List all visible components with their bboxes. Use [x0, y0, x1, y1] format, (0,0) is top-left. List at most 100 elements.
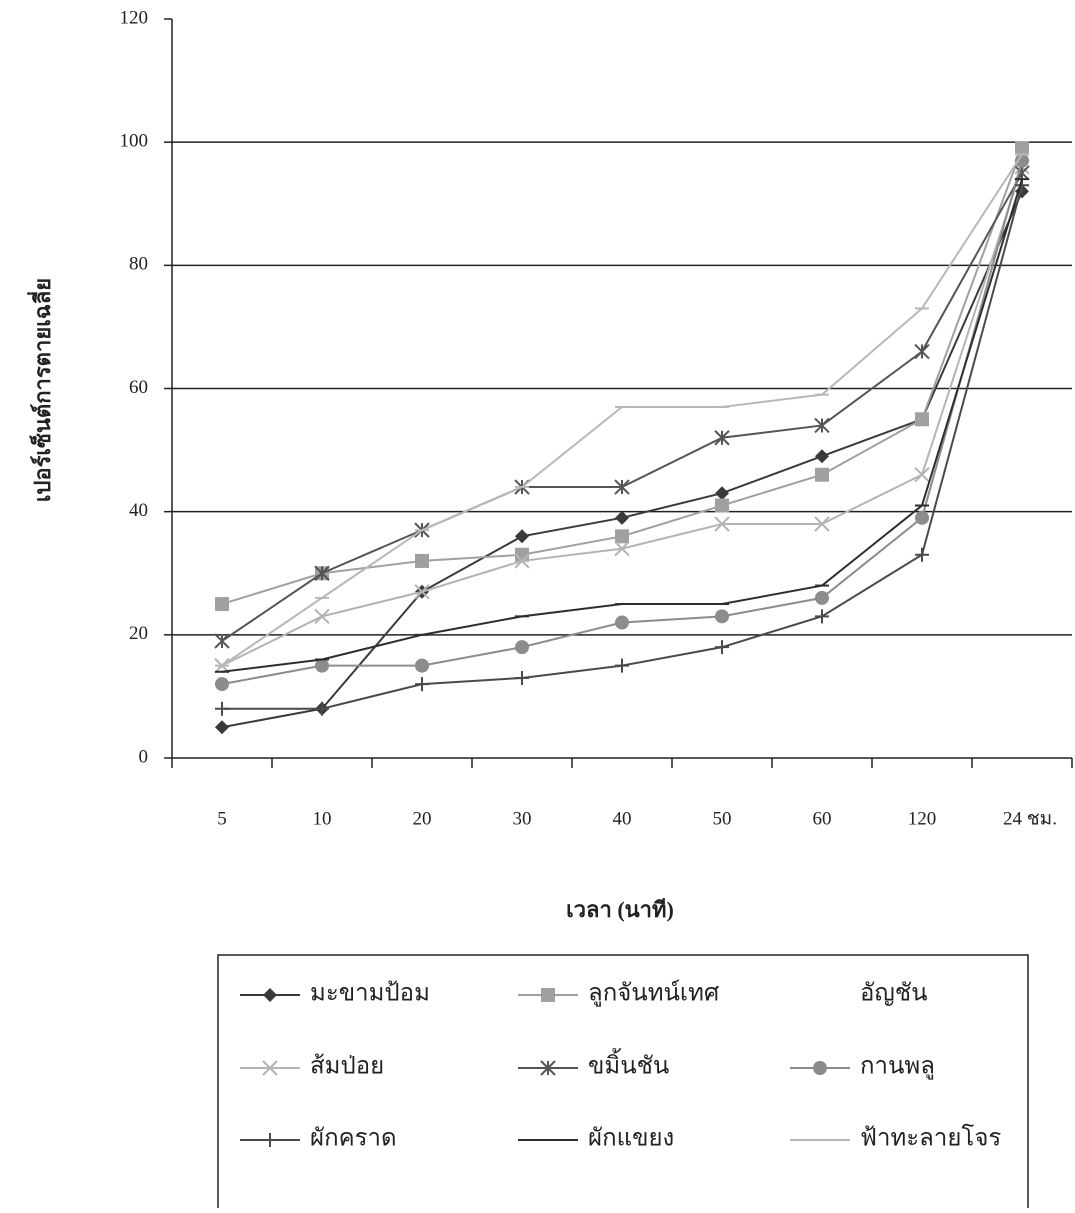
- marker-shape: [415, 554, 429, 568]
- legend-label: มะขามป้อม: [310, 981, 430, 1007]
- marker: [215, 702, 229, 716]
- legend-label: ผักคราด: [310, 1126, 397, 1152]
- marker-shape: [215, 597, 229, 611]
- marker: [813, 1061, 827, 1075]
- marker-shape: [815, 449, 829, 463]
- marker: [415, 677, 429, 691]
- marker: [915, 468, 929, 482]
- legend-label: ขมิ้นชัน: [588, 1048, 669, 1080]
- marker-shape: [815, 609, 829, 623]
- x-tick-label: 120: [908, 808, 937, 829]
- x-tick-label: 24 ชม.: [1003, 808, 1057, 829]
- marker-shape: [541, 988, 555, 1002]
- marker-shape: [715, 486, 729, 500]
- marker: [815, 449, 829, 463]
- marker: [815, 609, 829, 623]
- marker: [215, 677, 229, 691]
- marker-shape: [215, 720, 229, 734]
- legend-label: ลูกจันทน์เทศ: [588, 979, 719, 1008]
- marker: [715, 609, 729, 623]
- marker: [615, 659, 629, 673]
- marker-shape: [915, 511, 929, 525]
- marker: [715, 486, 729, 500]
- y-tick-label: 20: [129, 623, 148, 644]
- marker: [263, 1133, 277, 1147]
- x-tick-label: 20: [413, 808, 432, 829]
- marker-shape: [615, 511, 629, 525]
- marker: [915, 548, 929, 562]
- marker-shape: [215, 702, 229, 716]
- marker-shape: [915, 412, 929, 426]
- x-tick-label: 10: [313, 808, 332, 829]
- legend-label: ฟ้าทะลายโจร: [860, 1124, 1001, 1152]
- legend-label: อัญชัน: [860, 981, 928, 1007]
- marker-shape: [615, 529, 629, 543]
- marker: [415, 659, 429, 673]
- marker: [815, 468, 829, 482]
- marker-shape: [715, 499, 729, 513]
- series-line: [222, 179, 1022, 672]
- chart: เวลา (นาที) เปอร์เซ็นต์การตายเฉลี่ย 0 20 4…: [0, 0, 1075, 1208]
- y-tick-label: 40: [129, 500, 148, 521]
- marker-shape: [415, 677, 429, 691]
- marker: [215, 720, 229, 734]
- marker-shape: [315, 609, 329, 623]
- marker: [915, 345, 929, 359]
- x-tick-label: 40: [613, 808, 632, 829]
- series-line: [222, 167, 1022, 666]
- marker-shape: [615, 616, 629, 630]
- marker-shape: [263, 1133, 277, 1147]
- legend-label: ผักแขยง: [588, 1126, 674, 1152]
- marker: [615, 616, 629, 630]
- y-tick-label: 80: [129, 254, 148, 275]
- marker-shape: [515, 529, 529, 543]
- legend-label: กานพลู: [860, 1054, 935, 1081]
- series-line: [222, 161, 1022, 684]
- series-line: [222, 185, 1022, 708]
- marker-shape: [815, 468, 829, 482]
- marker: [215, 634, 229, 648]
- legend-label: ส้มป่อย: [310, 1054, 384, 1080]
- marker: [615, 529, 629, 543]
- marker: [915, 412, 929, 426]
- y-tick-label: 60: [129, 377, 148, 398]
- marker: [515, 640, 529, 654]
- marker-shape: [813, 1061, 827, 1075]
- series-line: [222, 191, 1022, 727]
- x-tick-label: 30: [513, 808, 532, 829]
- marker: [315, 609, 329, 623]
- marker-shape: [815, 591, 829, 605]
- x-tick-label: 50: [713, 808, 732, 829]
- series-line: [222, 154, 1022, 665]
- marker-shape: [263, 988, 277, 1002]
- marker-shape: [915, 468, 929, 482]
- y-tick-label: 0: [139, 746, 149, 767]
- marker: [715, 640, 729, 654]
- y-axis-title: เปอร์เซ็นต์การตายเฉลี่ย: [26, 278, 55, 502]
- marker: [215, 597, 229, 611]
- marker-shape: [515, 640, 529, 654]
- marker: [515, 529, 529, 543]
- marker-shape: [615, 659, 629, 673]
- x-tick-label: 5: [217, 808, 227, 829]
- marker-shape: [515, 671, 529, 685]
- marker-shape: [215, 677, 229, 691]
- marker-shape: [915, 548, 929, 562]
- marker: [263, 988, 277, 1002]
- marker-shape: [415, 659, 429, 673]
- y-tick-label: 120: [120, 7, 149, 28]
- marker: [715, 499, 729, 513]
- marker: [415, 554, 429, 568]
- marker-shape: [1015, 141, 1029, 155]
- x-axis-title: เวลา (นาที): [566, 897, 674, 922]
- marker: [1015, 141, 1029, 155]
- marker-shape: [715, 609, 729, 623]
- marker-shape: [715, 640, 729, 654]
- marker-shape: [215, 634, 229, 648]
- marker-shape: [915, 345, 929, 359]
- marker: [915, 511, 929, 525]
- x-tick-label: 60: [813, 808, 832, 829]
- marker: [515, 671, 529, 685]
- marker: [815, 591, 829, 605]
- y-tick-label: 100: [120, 131, 149, 152]
